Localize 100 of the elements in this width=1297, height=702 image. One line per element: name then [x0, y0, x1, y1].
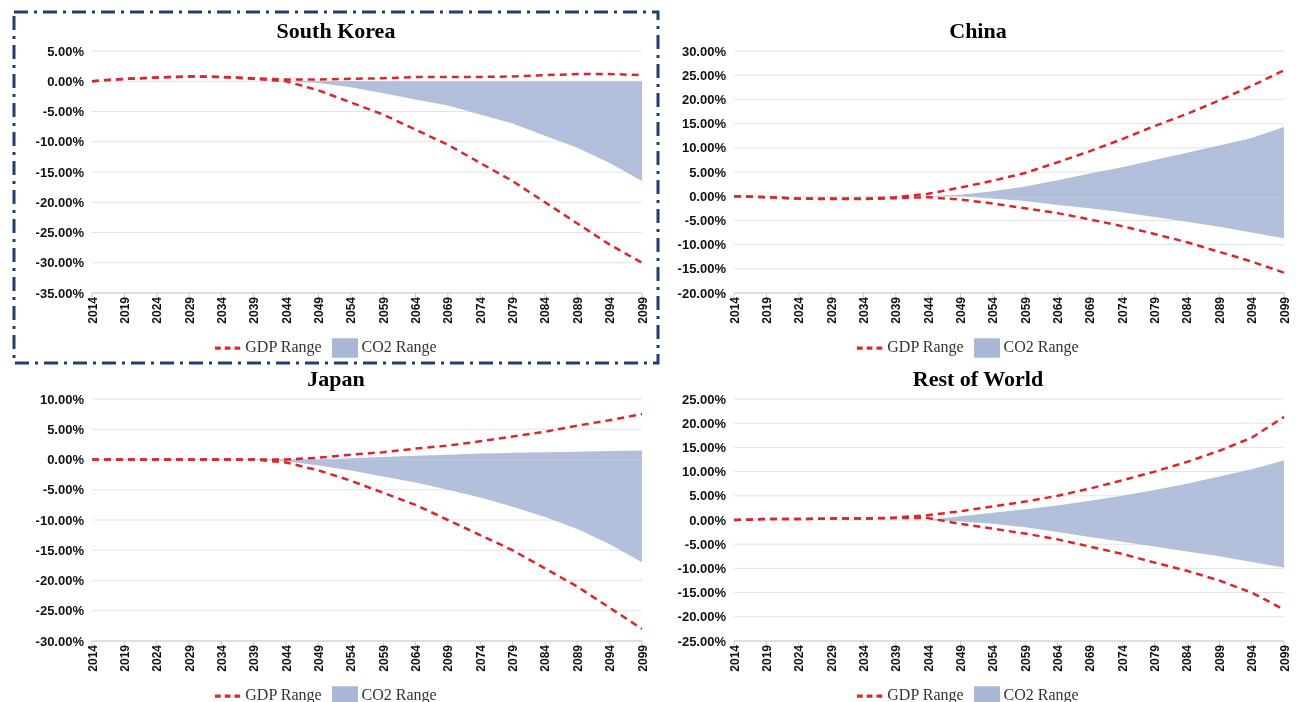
x-tick-label: 2094: [603, 644, 618, 672]
x-tick-label: 2049: [953, 296, 968, 324]
x-tick-label: 2059: [376, 644, 391, 672]
y-tick-label: 30.00%: [681, 43, 727, 59]
x-tick-label: 2069: [1083, 296, 1098, 324]
x-tick-label: 2024: [150, 296, 165, 324]
x-tick-label: 2054: [344, 644, 359, 672]
y-tick-label: -20.00%: [677, 609, 727, 625]
y-tick-label: 20.00%: [681, 92, 727, 108]
x-tick-label: 2079: [506, 644, 521, 672]
y-tick-label: -10.00%: [35, 512, 85, 528]
x-tick-label: 2029: [824, 296, 839, 324]
x-tick-label: 2044: [279, 296, 294, 324]
x-tick-label: 2014: [727, 644, 742, 672]
x-tick-label: 2094: [1245, 644, 1260, 672]
x-tick-label: 2079: [1148, 644, 1163, 672]
x-tick-label: 2029: [182, 644, 197, 672]
x-tick-label: 2024: [792, 296, 807, 324]
y-tick-label: 10.00%: [681, 140, 727, 156]
x-tick-label: 2039: [247, 644, 262, 672]
y-tick-label: 5.00%: [47, 421, 85, 437]
x-tick-label: 2019: [759, 296, 774, 324]
x-tick-label: 2074: [473, 296, 488, 324]
x-tick-label: 2049: [311, 644, 326, 672]
y-tick-label: -25.00%: [677, 633, 727, 649]
x-tick-label: 2094: [603, 296, 618, 324]
legend-label: GDP Range: [887, 337, 964, 355]
x-tick-label: 2089: [570, 644, 585, 672]
x-tick-label: 2084: [1180, 296, 1195, 324]
y-tick-label: -15.00%: [35, 542, 85, 558]
x-tick-label: 2064: [1051, 644, 1066, 672]
x-tick-label: 2049: [311, 296, 326, 324]
y-tick-label: -20.00%: [677, 285, 727, 301]
y-tick-label: 5.00%: [47, 43, 85, 59]
y-tick-label: -10.00%: [35, 134, 85, 150]
y-tick-label: 25.00%: [681, 67, 727, 83]
x-tick-label: 2024: [150, 644, 165, 672]
chart-title: China: [949, 18, 1007, 43]
x-tick-label: 2054: [986, 296, 1001, 324]
chart-title: Rest of World: [912, 366, 1044, 391]
x-tick-label: 2064: [1051, 296, 1066, 324]
x-tick-label: 2039: [889, 296, 904, 324]
x-tick-label: 2069: [1083, 644, 1098, 672]
x-tick-label: 2034: [856, 644, 871, 672]
x-tick-label: 2099: [635, 296, 650, 324]
y-tick-label: -10.00%: [677, 237, 727, 253]
x-tick-label: 2029: [182, 296, 197, 324]
x-tick-label: 2034: [856, 296, 871, 324]
y-tick-label: 20.00%: [681, 415, 727, 431]
y-tick-label: -20.00%: [35, 194, 85, 210]
x-tick-label: 2084: [538, 644, 553, 672]
y-tick-label: 0.00%: [689, 512, 727, 528]
x-tick-label: 2089: [1212, 296, 1227, 324]
y-tick-label: 15.00%: [681, 440, 727, 456]
y-tick-label: 0.00%: [47, 452, 85, 468]
x-tick-label: 2069: [441, 296, 456, 324]
y-tick-label: -15.00%: [677, 261, 727, 277]
x-tick-label: 2044: [921, 644, 936, 672]
y-tick-label: -30.00%: [35, 633, 85, 649]
y-tick-label: -25.00%: [35, 225, 85, 241]
y-tick-label: 10.00%: [39, 391, 85, 407]
y-tick-label: -30.00%: [35, 255, 85, 271]
x-tick-label: 2089: [570, 296, 585, 324]
x-tick-label: 2059: [1018, 296, 1033, 324]
x-tick-label: 2044: [279, 644, 294, 672]
y-tick-label: -15.00%: [35, 164, 85, 180]
x-tick-label: 2019: [117, 296, 132, 324]
chart-title: South Korea: [276, 18, 396, 43]
x-tick-label: 2064: [409, 644, 424, 672]
x-tick-label: 2074: [473, 644, 488, 672]
x-tick-label: 2079: [506, 296, 521, 324]
x-tick-label: 2054: [344, 296, 359, 324]
legend-label: CO2 Range: [361, 337, 437, 355]
y-tick-label: -25.00%: [35, 603, 85, 619]
x-tick-label: 2019: [759, 644, 774, 672]
x-tick-label: 2079: [1148, 296, 1163, 324]
x-tick-label: 2099: [1277, 296, 1292, 324]
x-tick-label: 2049: [953, 644, 968, 672]
x-tick-label: 2059: [1018, 644, 1033, 672]
legend-label: CO2 Range: [1003, 337, 1079, 355]
x-tick-label: 2044: [921, 296, 936, 324]
x-tick-label: 2064: [409, 296, 424, 324]
y-tick-label: -5.00%: [684, 536, 727, 552]
y-tick-label: -15.00%: [677, 585, 727, 601]
legend-label: GDP Range: [245, 337, 322, 355]
x-tick-label: 2084: [1180, 644, 1195, 672]
y-tick-label: -5.00%: [42, 104, 85, 120]
y-tick-label: 15.00%: [681, 116, 727, 132]
y-tick-label: -5.00%: [684, 213, 727, 229]
x-tick-label: 2099: [635, 644, 650, 672]
x-tick-label: 2089: [1212, 644, 1227, 672]
x-tick-label: 2039: [889, 644, 904, 672]
y-tick-label: 5.00%: [689, 164, 727, 180]
x-tick-label: 2014: [85, 296, 100, 324]
x-tick-label: 2099: [1277, 644, 1292, 672]
x-tick-label: 2029: [824, 644, 839, 672]
y-tick-label: -5.00%: [42, 482, 85, 498]
x-tick-label: 2034: [214, 296, 229, 324]
y-tick-label: 0.00%: [689, 188, 727, 204]
y-tick-label: -10.00%: [677, 561, 727, 577]
